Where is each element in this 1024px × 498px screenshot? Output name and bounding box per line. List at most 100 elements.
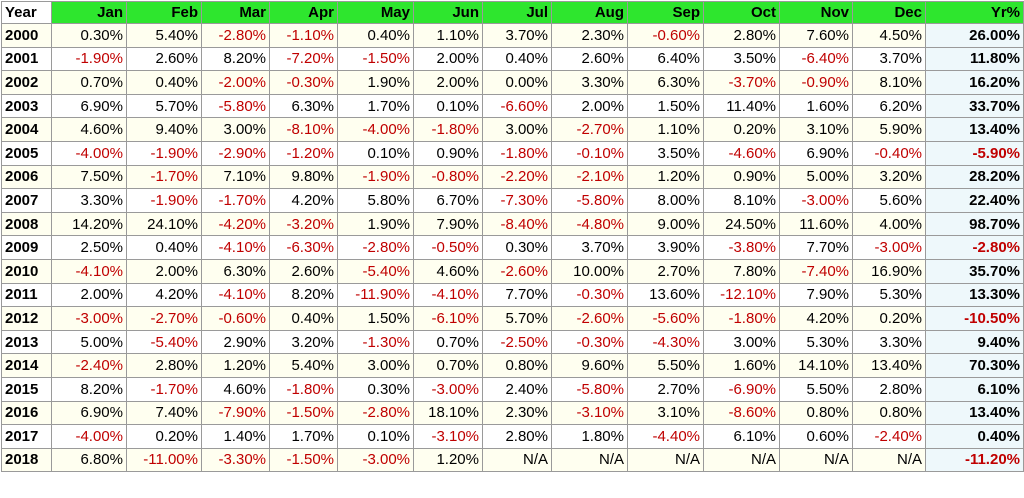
- month-value-cell: 9.40%: [126, 117, 202, 142]
- month-value-cell: -3.10%: [413, 424, 483, 449]
- month-value-cell: 2.90%: [201, 329, 270, 355]
- month-value-cell: 7.70%: [779, 235, 853, 260]
- month-value-cell: 1.10%: [413, 23, 483, 48]
- month-value-cell: 5.30%: [779, 329, 853, 355]
- month-value-cell: -7.90%: [201, 400, 270, 426]
- header-row: Year Jan Feb Mar Apr May Jun Jul Aug Sep Oct Nov Dec…: [1, 1, 1024, 24]
- month-value-cell: 24.50%: [703, 211, 780, 237]
- column-header-nov: Nov: [779, 1, 853, 24]
- month-value-cell: -8.60%: [703, 400, 780, 426]
- table-row: 2014 -2.40% 2.80% 1.20% 5.40% 3.00% 0.70% 0.80%…: [1, 353, 1024, 378]
- month-value-cell: 3.50%: [627, 140, 704, 166]
- month-value-cell: -8.40%: [482, 211, 552, 237]
- month-value-cell: 5.40%: [126, 23, 202, 48]
- month-value-cell: -1.80%: [703, 306, 780, 331]
- month-value-cell: 2.00%: [126, 258, 202, 284]
- month-value-cell: 4.50%: [852, 23, 926, 48]
- month-value-cell: -2.70%: [126, 306, 202, 331]
- month-value-cell: -4.40%: [627, 424, 704, 449]
- month-value-cell: 0.40%: [126, 70, 202, 95]
- month-value-cell: 0.10%: [413, 93, 483, 119]
- month-value-cell: 6.90%: [51, 400, 127, 426]
- annual-total-cell: 16.20%: [925, 70, 1024, 95]
- annual-total-cell: 28.20%: [925, 164, 1024, 190]
- month-value-cell: 4.60%: [51, 117, 127, 142]
- column-header-aug: Aug: [551, 1, 628, 24]
- year-cell: 2016: [1, 400, 52, 426]
- month-value-cell: 3.30%: [551, 70, 628, 95]
- month-value-cell: 3.70%: [482, 23, 552, 48]
- month-value-cell: 5.60%: [852, 188, 926, 213]
- month-value-cell: -4.00%: [51, 140, 127, 166]
- month-value-cell: -7.30%: [482, 188, 552, 213]
- table-row: 2017 -4.00% 0.20% 1.40% 1.70% 0.10% -3.10% 2.80…: [1, 424, 1024, 449]
- month-value-cell: 0.90%: [413, 140, 483, 166]
- month-value-cell: 2.00%: [413, 46, 483, 72]
- annual-total-cell: -10.50%: [925, 306, 1024, 331]
- month-value-cell: 3.30%: [852, 329, 926, 355]
- month-value-cell: -2.80%: [337, 235, 414, 260]
- month-value-cell: N/A: [779, 447, 853, 473]
- table-row: 2005 -4.00% -1.90% -2.90% -1.20% 0.10% 0.90% -1…: [1, 140, 1024, 166]
- year-cell: 2007: [1, 188, 52, 213]
- month-value-cell: 0.20%: [852, 306, 926, 331]
- year-cell: 2001: [1, 46, 52, 72]
- month-value-cell: 6.90%: [779, 140, 853, 166]
- month-value-cell: 14.20%: [51, 211, 127, 237]
- month-value-cell: -0.50%: [413, 235, 483, 260]
- annual-total-cell: 9.40%: [925, 329, 1024, 355]
- month-value-cell: 5.70%: [482, 306, 552, 331]
- month-value-cell: 4.00%: [852, 211, 926, 237]
- month-value-cell: -1.90%: [337, 164, 414, 190]
- month-value-cell: 0.80%: [779, 400, 853, 426]
- month-value-cell: 0.70%: [51, 70, 127, 95]
- month-value-cell: 2.80%: [852, 376, 926, 402]
- month-value-cell: 9.00%: [627, 211, 704, 237]
- month-value-cell: 8.20%: [269, 282, 338, 308]
- month-value-cell: -1.30%: [337, 329, 414, 355]
- table-row: 2016 6.90% 7.40% -7.90% -1.50% -2.80% 18.10% 2.…: [1, 400, 1024, 426]
- month-value-cell: 1.90%: [337, 211, 414, 237]
- column-header-yr-pct: Yr%: [925, 1, 1024, 24]
- month-value-cell: -1.90%: [126, 188, 202, 213]
- month-value-cell: 0.40%: [269, 306, 338, 331]
- month-value-cell: 5.50%: [779, 376, 853, 402]
- annual-total-cell: 0.40%: [925, 424, 1024, 449]
- month-value-cell: 4.60%: [201, 376, 270, 402]
- month-value-cell: -4.10%: [201, 235, 270, 260]
- table-row: 2000 0.30% 5.40% -2.80% -1.10% 0.40% 1.10% 3.70…: [1, 23, 1024, 48]
- month-value-cell: 0.20%: [126, 424, 202, 449]
- annual-total-cell: -11.20%: [925, 447, 1024, 473]
- month-value-cell: -1.20%: [269, 140, 338, 166]
- month-value-cell: 0.40%: [126, 235, 202, 260]
- month-value-cell: 6.10%: [703, 424, 780, 449]
- month-value-cell: 3.10%: [627, 400, 704, 426]
- month-value-cell: -1.70%: [126, 164, 202, 190]
- month-value-cell: -2.40%: [51, 353, 127, 378]
- column-header-oct: Oct: [703, 1, 780, 24]
- month-value-cell: 8.20%: [51, 376, 127, 402]
- month-value-cell: 4.20%: [126, 282, 202, 308]
- annual-total-cell: 6.10%: [925, 376, 1024, 402]
- month-value-cell: -4.10%: [201, 282, 270, 308]
- year-cell: 2014: [1, 353, 52, 378]
- month-value-cell: -0.30%: [551, 282, 628, 308]
- month-value-cell: -2.90%: [201, 140, 270, 166]
- annual-total-cell: 33.70%: [925, 93, 1024, 119]
- month-value-cell: -3.20%: [269, 211, 338, 237]
- month-value-cell: 7.60%: [779, 23, 853, 48]
- month-value-cell: 1.70%: [337, 93, 414, 119]
- month-value-cell: -3.10%: [551, 400, 628, 426]
- month-value-cell: 1.60%: [779, 93, 853, 119]
- month-value-cell: -1.90%: [126, 140, 202, 166]
- month-value-cell: 5.90%: [852, 117, 926, 142]
- month-value-cell: 2.60%: [269, 258, 338, 284]
- month-value-cell: -0.60%: [627, 23, 704, 48]
- column-header-jan: Jan: [51, 1, 127, 24]
- month-value-cell: 3.50%: [703, 46, 780, 72]
- month-value-cell: 6.70%: [413, 188, 483, 213]
- month-value-cell: 9.80%: [269, 164, 338, 190]
- column-header-mar: Mar: [201, 1, 270, 24]
- month-value-cell: 0.40%: [337, 23, 414, 48]
- month-value-cell: 0.70%: [413, 353, 483, 378]
